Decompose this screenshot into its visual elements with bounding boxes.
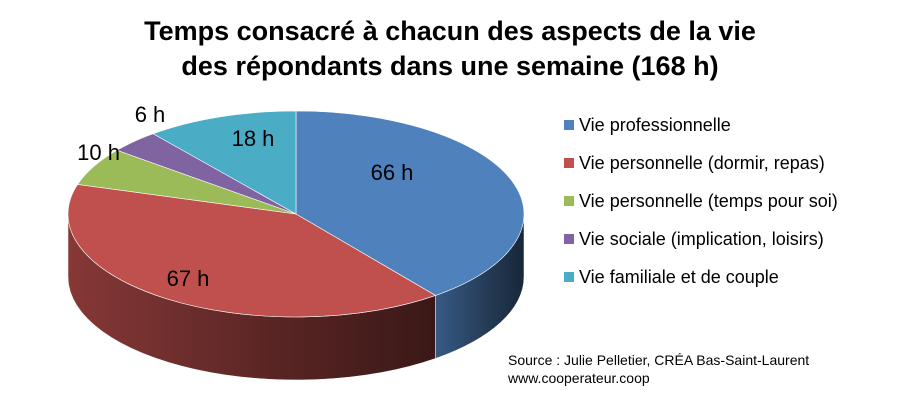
legend-swatch (564, 272, 574, 282)
pie-slice-1 (67, 184, 437, 318)
chart-title: Temps consacré à chacun des aspects de l… (0, 14, 900, 84)
data-label-1: 67 h (167, 266, 210, 291)
legend-swatch (564, 158, 574, 168)
chart-title-line-1: Temps consacré à chacun des aspects de l… (144, 16, 756, 46)
source-url: www.cooperateur.coop (508, 370, 650, 386)
chart-title-line-2: des répondants dans une semaine (168 h) (181, 51, 719, 81)
data-label-4: 18 h (232, 126, 275, 151)
source-line: Source : Julie Pelletier, CRÉA Bas-Saint… (508, 352, 810, 368)
data-label-0: 66 h (371, 160, 414, 185)
data-label-2: 10 h (77, 140, 120, 165)
legend-label: Vie familiale et de couple (579, 267, 779, 287)
legend-label: Vie sociale (implication, loisirs) (579, 229, 824, 249)
legend-swatch (564, 120, 574, 130)
pie-slice-0 (295, 110, 525, 296)
legend-label: Vie personnelle (temps pour soi) (579, 191, 838, 211)
pie-tops (67, 110, 525, 318)
legend-label: Vie professionnelle (579, 115, 731, 135)
data-label-3: 6 h (135, 102, 166, 127)
legend-label: Vie personnelle (dormir, repas) (579, 153, 825, 173)
source-note: Source : Julie Pelletier, CRÉA Bas-Saint… (508, 351, 809, 387)
legend-swatch (564, 196, 574, 206)
legend-swatch (564, 234, 574, 244)
pie-slice-4 (152, 110, 297, 215)
